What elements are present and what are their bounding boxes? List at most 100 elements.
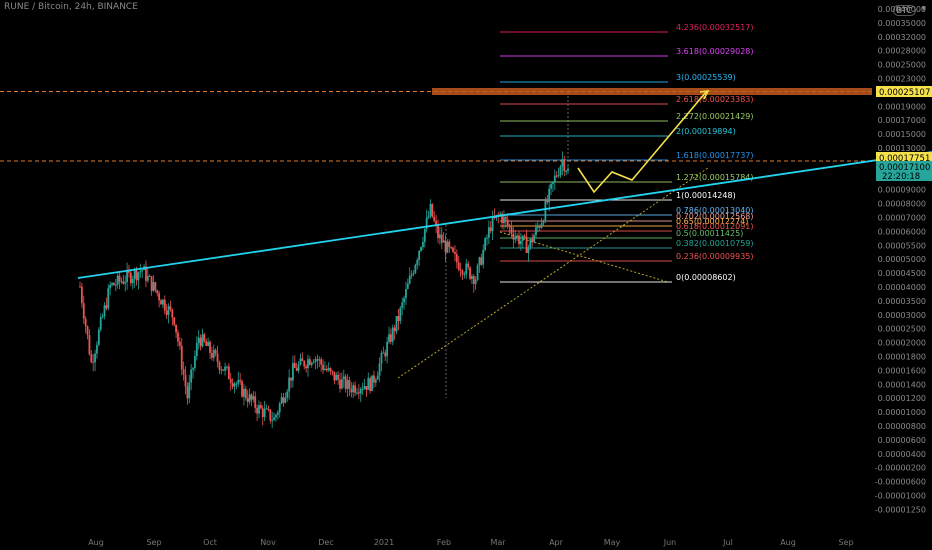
candle-body [158, 293, 161, 301]
candle-body [173, 317, 176, 325]
fib-level-label: 2(0.00019894) [676, 127, 736, 136]
candle-body [342, 376, 345, 380]
candle-body [501, 213, 503, 224]
candle-body [259, 405, 262, 409]
candle-body [314, 359, 317, 362]
candle-body [506, 219, 509, 226]
candle-body [156, 290, 159, 294]
projection-path[interactable] [577, 90, 710, 194]
candle-body [412, 272, 415, 275]
candle-body [188, 382, 191, 399]
fib-level-label: 0.702(0.00012568) [676, 212, 754, 221]
candle-body [431, 203, 434, 217]
candle-body [286, 391, 289, 398]
candle-body [237, 379, 240, 384]
y-tick-label: 0.00004500 [878, 269, 926, 278]
candle-body [244, 388, 247, 398]
y-tick-label: 0.00005500 [878, 241, 926, 250]
candle-body [194, 355, 196, 368]
candle-body [337, 374, 340, 380]
candle-body [422, 242, 424, 248]
candle-body [523, 235, 526, 237]
candle-body [97, 329, 100, 345]
fib-level-label: 1.272(0.00015784) [676, 173, 754, 182]
candle-body [457, 262, 460, 270]
candle-body [459, 269, 462, 271]
x-tick-label: Jun [663, 538, 677, 547]
y-tick-label: 0.00001000 [878, 408, 926, 417]
candle-body [128, 270, 130, 273]
candle-body [357, 392, 360, 394]
x-tick-label: Feb [437, 538, 451, 547]
candle-body [126, 270, 129, 283]
candle-body [508, 225, 511, 227]
candle-body [348, 380, 351, 389]
candle-body [559, 166, 562, 176]
price-tag-value: 0.00025107 [879, 88, 930, 98]
candle-body [273, 417, 275, 421]
candle-body [276, 412, 279, 415]
candle-body [384, 352, 387, 357]
candle-body [354, 385, 356, 393]
projection-arrowhead [699, 90, 710, 100]
price-tag-bg [876, 161, 932, 181]
candle-body [282, 397, 285, 403]
candle-body [374, 379, 377, 383]
fib-level-label: 3.618(0.00029028) [676, 47, 754, 56]
candle-body [167, 306, 170, 315]
y-tick-label: 0.00015000 [878, 130, 926, 139]
candle-body [190, 369, 193, 383]
scale-menu-caret-icon[interactable]: ▾ [921, 4, 926, 14]
candle-body [486, 237, 488, 239]
candle-body [553, 175, 556, 182]
dotted-retrace-line [499, 231, 669, 283]
candle-body [82, 303, 85, 319]
candle-body [252, 396, 255, 400]
candle-body [467, 263, 470, 268]
candle-body [258, 405, 260, 414]
candle-body [214, 349, 217, 354]
candle-body [305, 366, 308, 369]
candle-body [533, 235, 535, 243]
candle-body [293, 363, 296, 369]
candle-body [399, 307, 402, 322]
candle-body [312, 361, 315, 363]
candle-body [480, 257, 483, 265]
candle-body [301, 358, 304, 361]
price-tag-bg [876, 152, 932, 163]
candle-body [544, 200, 547, 222]
x-tick-label: Jul [722, 538, 733, 547]
y-tick-label: 0.00013000 [878, 144, 926, 153]
candle-body [461, 270, 464, 275]
candle-body [222, 369, 225, 371]
dotted-guides [397, 167, 709, 379]
candle-body [239, 379, 242, 382]
candle-body [435, 220, 438, 225]
candle-body [438, 234, 441, 239]
candle-body [363, 386, 366, 389]
y-tick-label: -0.00001000 [875, 492, 926, 501]
y-tick-label: -0.00000200 [875, 464, 926, 473]
trendline[interactable] [77, 151, 932, 279]
candle-body [359, 389, 362, 394]
candle-body [448, 241, 451, 248]
candle-body [389, 334, 392, 342]
fib-level-label: 3(0.00025539) [676, 73, 736, 82]
candle-body [162, 299, 164, 305]
candle-body [391, 327, 394, 342]
candle-body [84, 318, 87, 327]
candle-body [297, 364, 300, 371]
candle-body [536, 226, 539, 228]
currency-scale-badge[interactable]: BTC [892, 5, 916, 16]
projection-polyline [577, 91, 707, 194]
x-tick-label: Sep [146, 538, 161, 547]
candle-body [403, 298, 405, 303]
candle-body [284, 397, 287, 403]
candle-body [186, 386, 189, 399]
x-tick-label: Apr [549, 538, 564, 547]
x-tick-label: 2021 [374, 538, 394, 547]
candle-body [518, 235, 520, 245]
candle-body [146, 275, 149, 281]
candle-body [516, 235, 519, 238]
